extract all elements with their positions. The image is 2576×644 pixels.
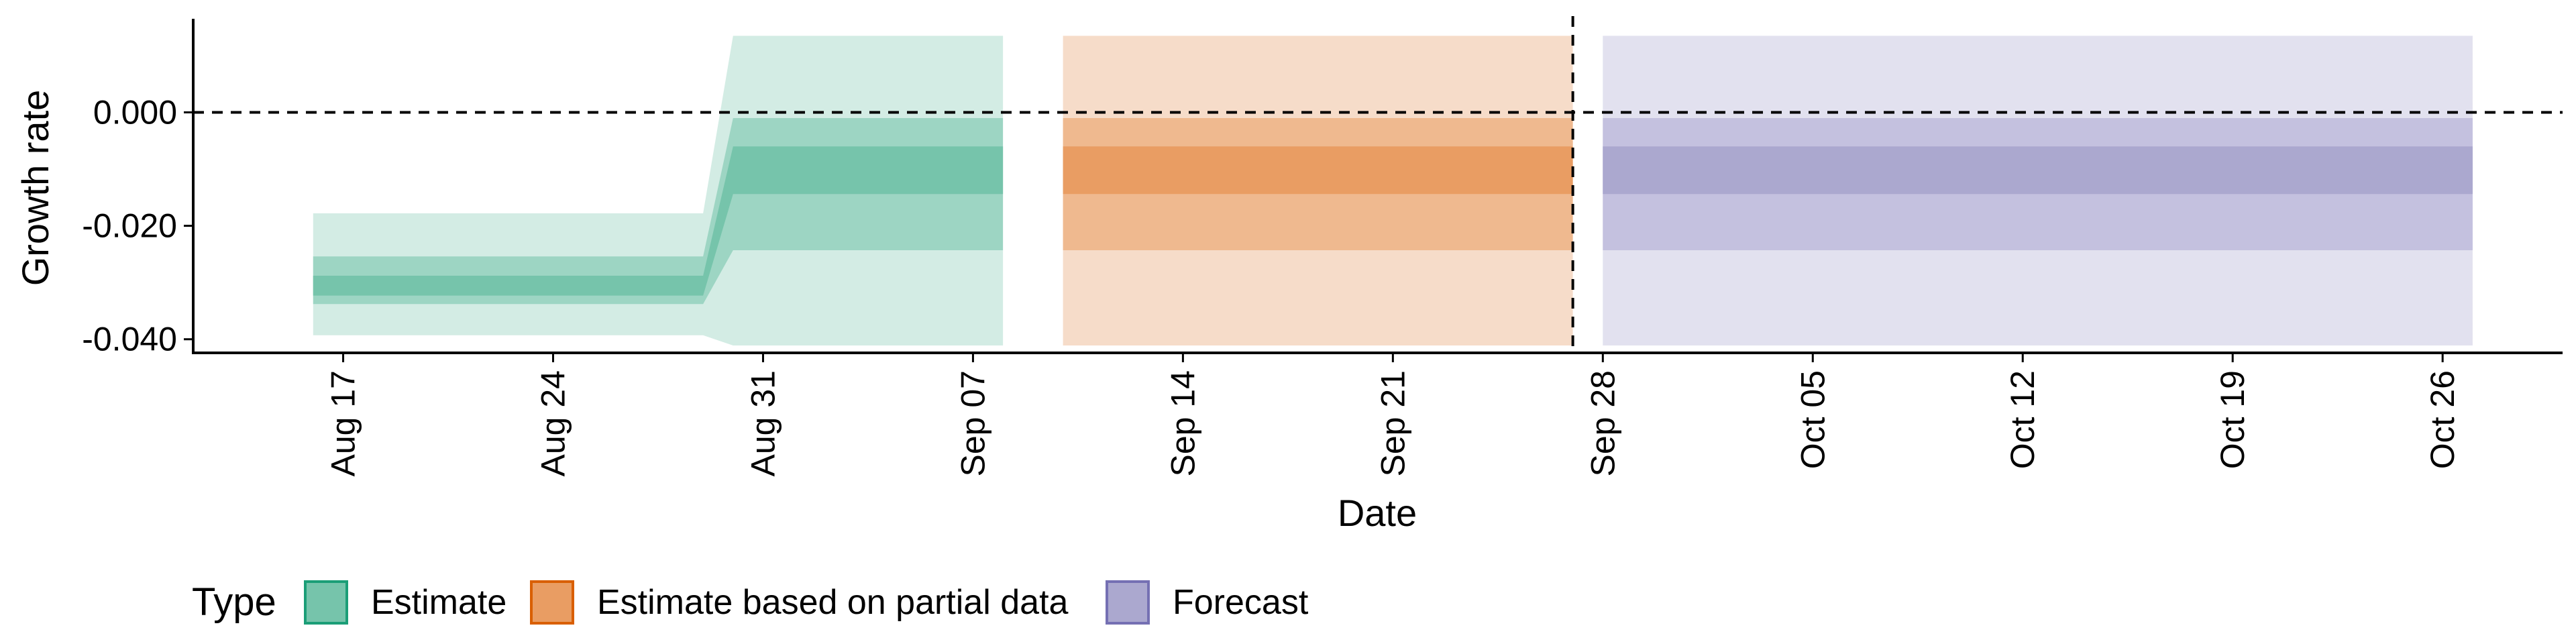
y-tick-label: -0.040 xyxy=(82,321,177,358)
legend-label-estimate-based-on-partial-data: Estimate based on partial data xyxy=(597,583,1069,622)
y-tick-label: -0.020 xyxy=(82,207,177,245)
x-tick-label: Sep 07 xyxy=(954,370,991,476)
ribbon-layer xyxy=(313,36,2473,346)
estimate-inner-band xyxy=(313,146,1004,296)
legend-label-forecast: Forecast xyxy=(1173,583,1309,622)
legend-key-forecast xyxy=(1106,580,1150,625)
y-tick-label: 0.000 xyxy=(93,94,177,131)
x-tick-label: Sep 28 xyxy=(1584,370,1621,476)
x-tick-label: Sep 14 xyxy=(1164,370,1201,476)
x-tick-label: Oct 05 xyxy=(1794,370,1831,469)
x-tick-label: Oct 26 xyxy=(2424,370,2461,469)
legend-label-estimate: Estimate xyxy=(371,583,506,622)
legend: Type Estimate Estimate based on partial d… xyxy=(192,580,1309,625)
legend-title: Type xyxy=(192,580,276,624)
legend-key-estimate xyxy=(304,580,348,625)
forecast-inner-band xyxy=(1603,146,2473,195)
x-tick-label: Aug 31 xyxy=(745,370,782,476)
x-axis-title: Date xyxy=(1338,492,1417,534)
legend-key-estimate-based-on-partial-data xyxy=(530,580,574,625)
reference-lines xyxy=(193,16,2563,353)
x-tick-label: Aug 17 xyxy=(325,370,362,476)
x-tick-label: Oct 12 xyxy=(2004,370,2041,469)
x-tick-label: Oct 19 xyxy=(2214,370,2251,469)
estimate-based-on-partial-data-inner-band xyxy=(1063,146,1573,195)
x-tick-label: Aug 24 xyxy=(535,370,572,476)
y-axis-title: Growth rate xyxy=(14,90,56,286)
axes: 0.000 -0.020 -0.040 Aug 17 Aug 24 Aug 31 Sep 0… xyxy=(82,19,2563,476)
x-tick-label: Sep 21 xyxy=(1374,370,1411,476)
